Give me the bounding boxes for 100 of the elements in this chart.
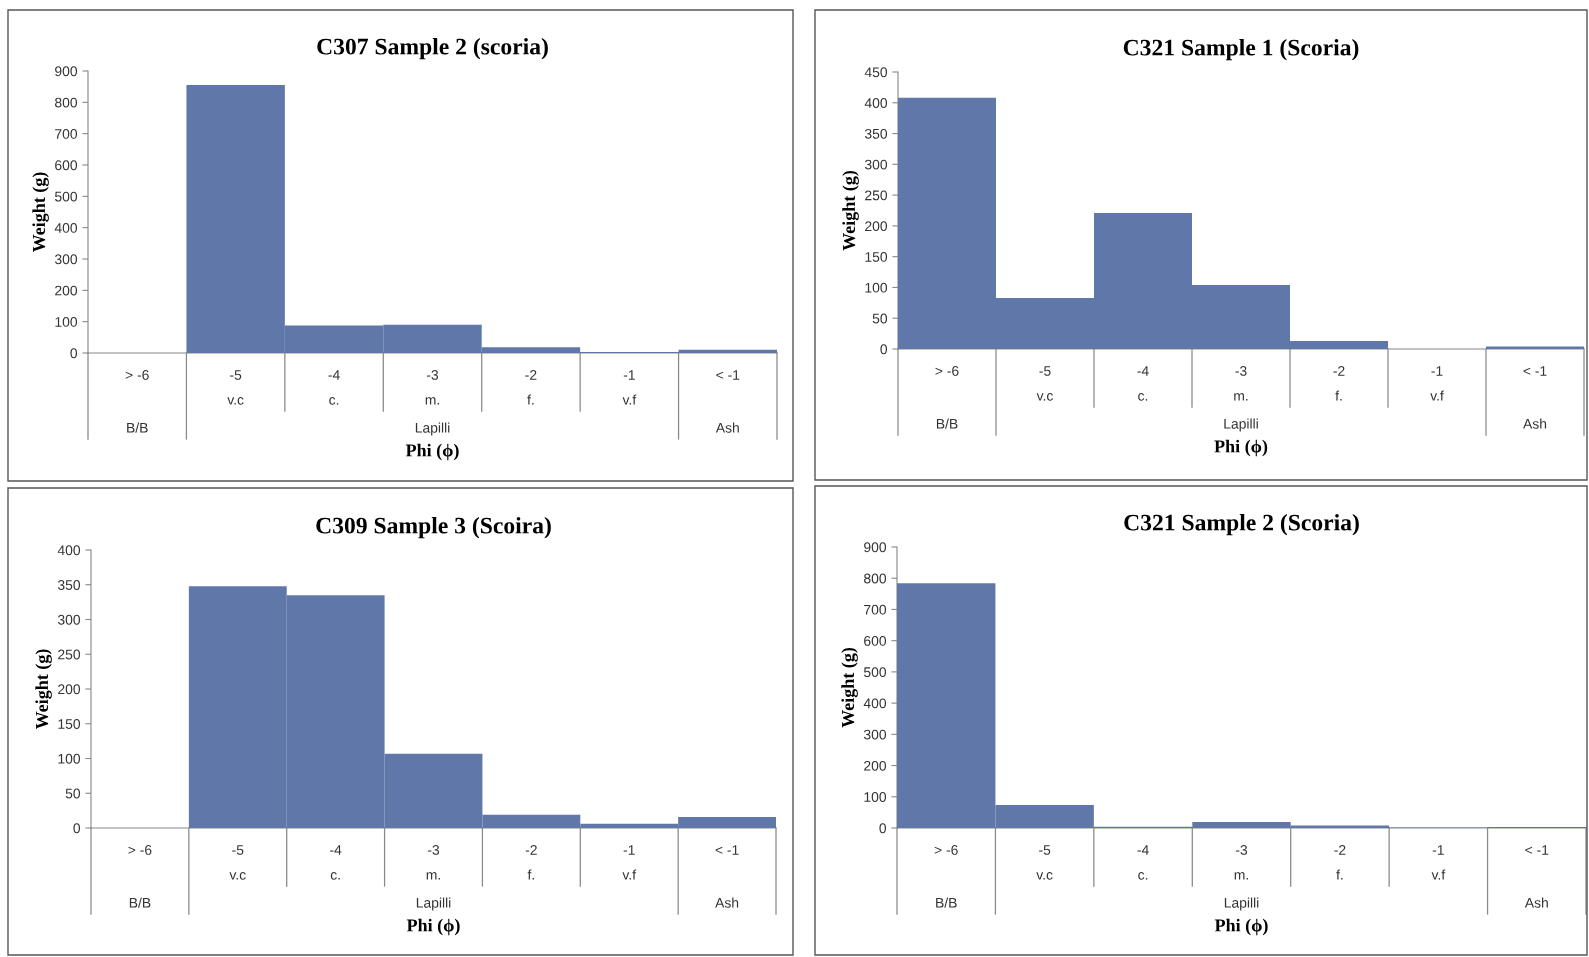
y-tick-label: 300 [54, 254, 78, 265]
y-tick-label: 600 [864, 636, 887, 646]
text: v.c [1036, 872, 1053, 880]
x-axis-title: Phi (ϕ) [405, 443, 459, 461]
text: Ash [1523, 418, 1547, 429]
x-tick-label: > -6 [935, 366, 959, 376]
x-tick-label: -4 [1137, 366, 1149, 376]
x-tick-label: -4 [1137, 845, 1149, 855]
y-tick-label: 350 [864, 128, 888, 139]
x-tick-label: < -1 [1525, 845, 1549, 855]
y-tick-label: 100 [864, 792, 887, 802]
x-tick-label: -2 [1333, 366, 1345, 376]
text: m. [1234, 872, 1248, 880]
y-tick-label: 500 [863, 667, 887, 678]
text: v.f [622, 869, 637, 880]
text: v.f [1431, 869, 1446, 880]
text: m. [1234, 393, 1248, 401]
y-tick-label: 800 [864, 573, 887, 584]
x-tick-label: -2 [1334, 845, 1346, 855]
y-tick-label: 300 [864, 159, 888, 170]
text: v.c [227, 397, 244, 405]
y-tick-label: 400 [57, 545, 81, 556]
x-tick-label: -3 [427, 845, 440, 855]
text: f. [1336, 869, 1343, 880]
text: B/B [129, 897, 151, 908]
y-tick-label: 450 [864, 67, 888, 78]
y-tick-label: 700 [864, 604, 887, 615]
x-tick-label: > -6 [128, 845, 152, 855]
text: c. [329, 397, 339, 405]
y-tick-label: 100 [865, 282, 888, 293]
x-tick-label: -1 [1432, 845, 1444, 855]
y-tick-label: 250 [58, 649, 81, 660]
x-tick-label: > -6 [125, 370, 149, 380]
y-tick-label: 0 [880, 344, 888, 355]
x-tick-label: -1 [623, 370, 635, 380]
chart-title: C309 Sample 3 (Scoira) [316, 516, 551, 539]
text: c. [1138, 872, 1148, 880]
x-tick-label: -5 [232, 845, 244, 855]
text: c. [330, 872, 340, 880]
text: v.f [1430, 390, 1444, 401]
y-tick-label: 50 [872, 313, 888, 324]
y-tick-label: 0 [70, 348, 78, 359]
x-tick-label: < -1 [1523, 366, 1547, 376]
x-tick-label: -4 [328, 370, 340, 380]
text: B/B [936, 897, 957, 908]
y-tick-label: 900 [55, 66, 78, 77]
y-tick-label: 50 [65, 788, 81, 799]
x-tick-label: > -6 [934, 845, 958, 855]
text: B/B [127, 422, 148, 433]
chart-title: C321 Sample 2 (Scoria) [1124, 513, 1359, 536]
y-tick-label: 900 [864, 542, 887, 553]
y-tick-label: 250 [865, 190, 888, 201]
x-tick-label: -5 [1039, 366, 1051, 376]
x-tick-label: -3 [1235, 845, 1248, 855]
y-tick-label: 100 [58, 753, 81, 764]
x-axis-title: Phi (ϕ) [1214, 439, 1268, 457]
y-tick-label: 200 [55, 285, 78, 296]
y-tick-label: 200 [58, 684, 81, 695]
x-tick-label: -3 [1235, 366, 1247, 376]
y-axis-title: Weight (g) [841, 647, 858, 728]
text: Ash [715, 422, 739, 433]
y-axis-title: Weight (g) [32, 172, 49, 253]
y-tick-label: 0 [879, 823, 887, 834]
y-axis-title: Weight (g) [35, 649, 52, 730]
y-tick-label: 200 [865, 221, 888, 232]
x-axis-title: Phi (ϕ) [1214, 918, 1268, 936]
y-tick-label: 300 [863, 729, 887, 740]
x-tick-label: -1 [623, 845, 635, 855]
y-axis-title: Weight (g) [842, 170, 859, 251]
chart-title: C307 Sample 2 (scoria) [317, 37, 548, 60]
text: f. [527, 869, 534, 880]
y-tick-label: 300 [57, 614, 81, 625]
y-tick-label: 150 [865, 252, 888, 262]
text: f. [527, 394, 534, 405]
text: v.c [1036, 393, 1053, 401]
x-tick-label: -1 [1431, 366, 1443, 376]
y-tick-label: 700 [55, 129, 78, 139]
x-tick-label: -4 [330, 845, 342, 855]
y-tick-label: 100 [55, 317, 78, 327]
text: v.c [229, 872, 246, 880]
text: Lapilli [416, 897, 451, 911]
x-tick-label: -2 [525, 370, 537, 380]
x-tick-label: -5 [230, 370, 242, 380]
y-tick-label: 600 [55, 160, 78, 171]
text: m. [425, 397, 439, 405]
y-tick-label: 200 [864, 760, 887, 771]
x-tick-label: < -1 [715, 845, 739, 855]
y-tick-label: 500 [54, 191, 78, 202]
y-tick-label: 150 [58, 719, 81, 729]
y-tick-label: 400 [863, 698, 887, 709]
text: f. [1335, 390, 1342, 401]
x-tick-label: -5 [1039, 845, 1051, 855]
x-axis-title: Phi (ϕ) [406, 918, 460, 936]
x-tick-label: -2 [525, 845, 537, 855]
text: Lapilli [1224, 418, 1258, 432]
y-tick-label: 0 [73, 823, 81, 834]
text: v.f [622, 394, 637, 405]
text: Ash [715, 897, 739, 908]
x-tick-label: < -1 [716, 370, 740, 380]
y-tick-label: 350 [57, 580, 81, 590]
